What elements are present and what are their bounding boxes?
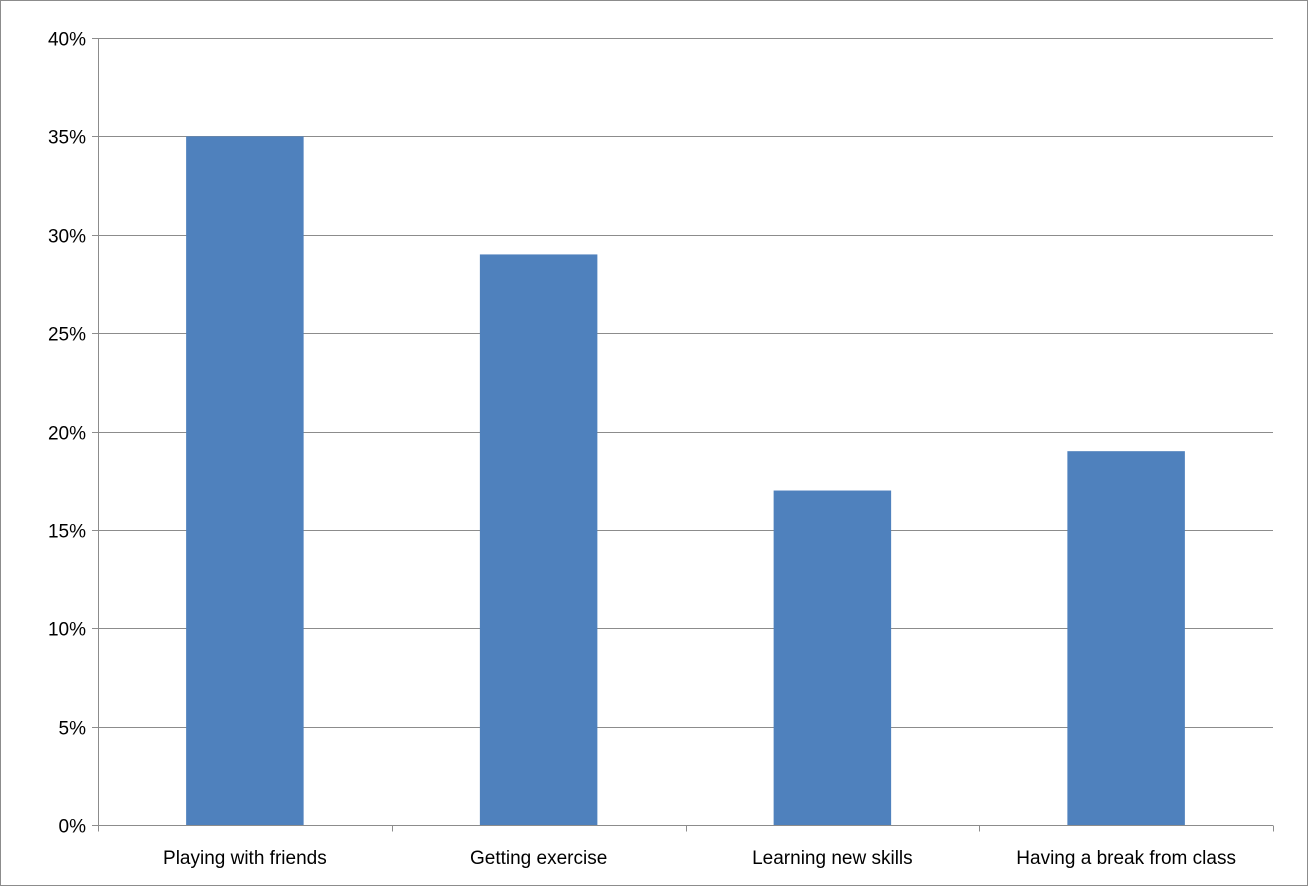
bar-having-a-break-from-class — [1067, 451, 1185, 825]
bar-learning-new-skills — [773, 490, 892, 825]
y-tick-label: 0% — [59, 817, 87, 838]
x-tick-label: Getting exercise — [470, 848, 607, 869]
y-tick-label: 30% — [48, 227, 86, 248]
x-tick-label: Learning new skills — [752, 848, 913, 869]
bars — [186, 136, 1185, 826]
y-tick-label: 15% — [48, 522, 86, 543]
bar-getting-exercise — [479, 254, 598, 826]
x-axis-tick-labels: Playing with friends Getting exercise Lear… — [163, 848, 1236, 869]
y-tick-label: 10% — [48, 620, 86, 641]
bar-playing-with-friends — [186, 136, 304, 825]
y-tick-label: 25% — [48, 325, 86, 346]
y-tick-label: 20% — [48, 424, 86, 445]
axes — [92, 38, 1274, 832]
y-tick-label: 40% — [48, 30, 86, 51]
y-tick-label: 35% — [48, 128, 86, 149]
y-axis-tick-labels: 0% 5% 10% 15% 20% 25% 30% 35% 40% — [48, 30, 86, 838]
x-tick-label: Having a break from class — [1016, 848, 1236, 869]
y-tick-label: 5% — [59, 719, 87, 740]
x-tick-label: Playing with friends — [163, 848, 327, 869]
